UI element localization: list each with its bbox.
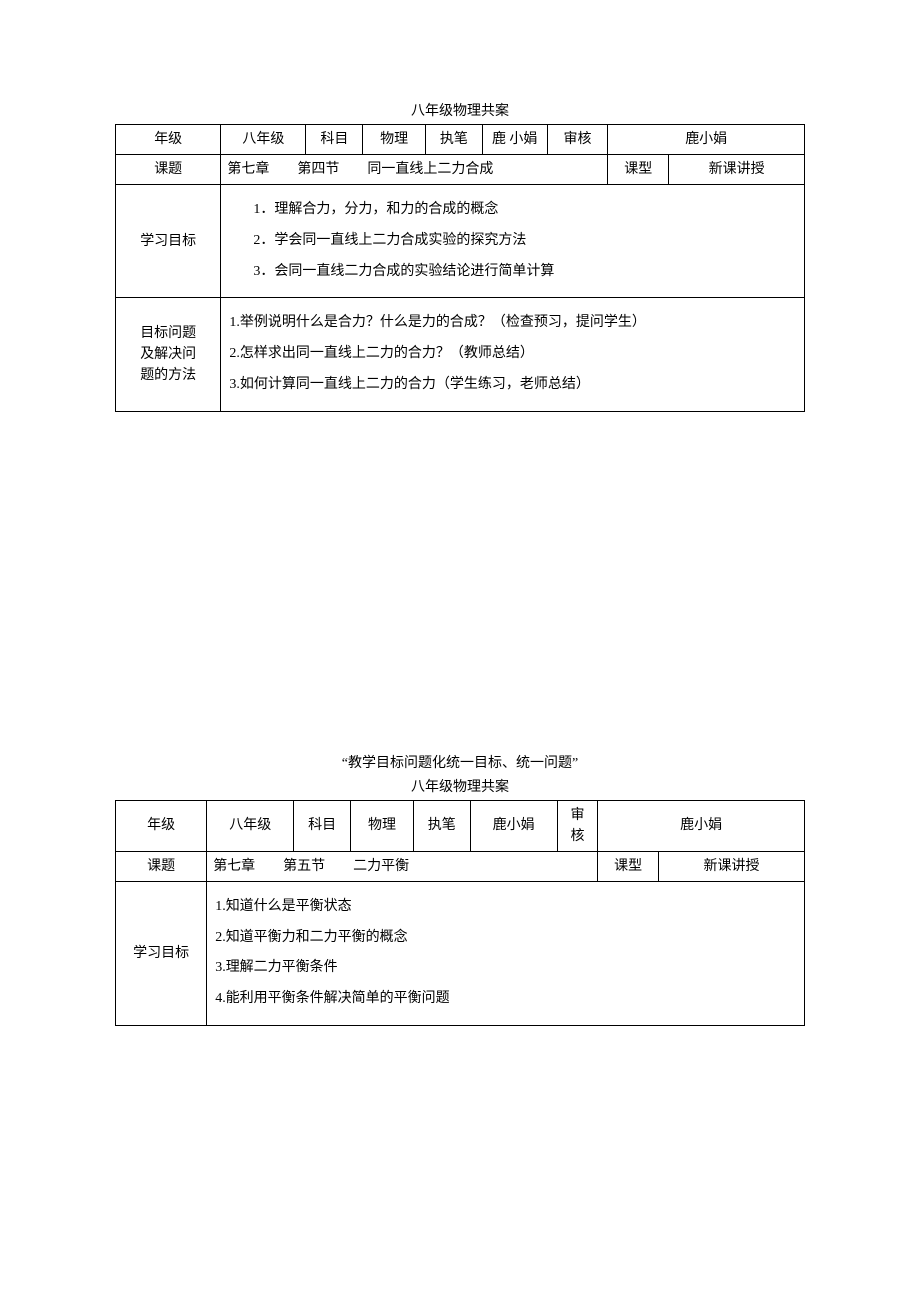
table1: 年级 八年级 科目 物理 执笔 鹿 小娟 审核 鹿小娟 课题 第七章 第四节 同… (115, 124, 805, 412)
methods-label: 目标问题 及解决问 题的方法 (116, 298, 221, 411)
subject-label: 科目 (306, 125, 363, 155)
grade-value: 八年级 (221, 125, 306, 155)
grade-label: 年级 (116, 800, 207, 851)
spacer (115, 412, 805, 752)
topic-label: 课题 (116, 155, 221, 185)
table2-row2: 课题 第七章 第五节 二力平衡 课型 新课讲授 (116, 851, 805, 881)
table1-title: 八年级物理共案 (115, 100, 805, 120)
methods-label-line: 及解决问 (122, 344, 214, 365)
classtype-value: 新课讲授 (659, 851, 805, 881)
topic-label: 课题 (116, 851, 207, 881)
table2-row3: 学习目标 1.知道什么是平衡状态 2.知道平衡力和二力平衡的概念 3.理解二力平… (116, 881, 805, 1025)
reviewer-value: 鹿小娟 (608, 125, 805, 155)
grade-value: 八年级 (207, 800, 294, 851)
writer-value: 鹿小娟 (470, 800, 557, 851)
topic-value: 第七章 第四节 同一直线上二力合成 (221, 155, 608, 185)
methods-label-line: 题的方法 (122, 365, 214, 386)
method-line: 2.怎样求出同一直线上二力的合力？（教师总结） (229, 339, 796, 370)
reviewer-label: 审核 (557, 800, 598, 851)
objectives-label: 学习目标 (116, 185, 221, 298)
writer-value: 鹿 小娟 (482, 125, 547, 155)
subject-label: 科目 (294, 800, 351, 851)
writer-label: 执笔 (413, 800, 470, 851)
table1-row2: 课题 第七章 第四节 同一直线上二力合成 课型 新课讲授 (116, 155, 805, 185)
method-line: 1.举例说明什么是合力？什么是力的合成？（检查预习，提问学生） (229, 308, 796, 339)
objective-line: 2.知道平衡力和二力平衡的概念 (215, 923, 796, 954)
objectives-content: 1.知道什么是平衡状态 2.知道平衡力和二力平衡的概念 3.理解二力平衡条件 4… (207, 881, 805, 1025)
writer-label: 执笔 (426, 125, 483, 155)
objective-line: 3．会同一直线二力合成的实验结论进行简单计算 (253, 257, 796, 288)
methods-label-line: 目标问题 (122, 323, 214, 344)
reviewer-value: 鹿小娟 (598, 800, 805, 851)
grade-label: 年级 (116, 125, 221, 155)
table2-title: 八年级物理共案 (115, 776, 805, 796)
reviewer-label: 审核 (547, 125, 608, 155)
subject-value: 物理 (351, 800, 414, 851)
method-line: 3.如何计算同一直线上二力的合力（学生练习，老师总结） (229, 370, 796, 401)
objective-line: 1．理解合力，分力，和力的合成的概念 (253, 195, 796, 226)
table1-row3: 学习目标 1．理解合力，分力，和力的合成的概念 2．学会同一直线上二力合成实验的… (116, 185, 805, 298)
objectives-label: 学习目标 (116, 881, 207, 1025)
methods-content: 1.举例说明什么是合力？什么是力的合成？（检查预习，提问学生） 2.怎样求出同一… (221, 298, 805, 411)
objective-line: 1.知道什么是平衡状态 (215, 892, 796, 923)
classtype-value: 新课讲授 (669, 155, 805, 185)
objective-line: 3.理解二力平衡条件 (215, 953, 796, 984)
objective-line: 4.能利用平衡条件解决简单的平衡问题 (215, 984, 796, 1015)
table1-row4: 目标问题 及解决问 题的方法 1.举例说明什么是合力？什么是力的合成？（检查预习… (116, 298, 805, 411)
table2-pretitle: “教学目标问题化统一目标、统一问题” (115, 752, 805, 772)
table2: 年级 八年级 科目 物理 执笔 鹿小娟 审核 鹿小娟 课题 第七章 第五节 二力… (115, 800, 805, 1026)
objective-line: 2．学会同一直线上二力合成实验的探究方法 (253, 226, 796, 257)
classtype-label: 课型 (598, 851, 659, 881)
classtype-label: 课型 (608, 155, 669, 185)
objectives-content: 1．理解合力，分力，和力的合成的概念 2．学会同一直线上二力合成实验的探究方法 … (221, 185, 805, 298)
subject-value: 物理 (363, 125, 426, 155)
table2-row1: 年级 八年级 科目 物理 执笔 鹿小娟 审核 鹿小娟 (116, 800, 805, 851)
topic-value: 第七章 第五节 二力平衡 (207, 851, 598, 881)
table1-row1: 年级 八年级 科目 物理 执笔 鹿 小娟 审核 鹿小娟 (116, 125, 805, 155)
